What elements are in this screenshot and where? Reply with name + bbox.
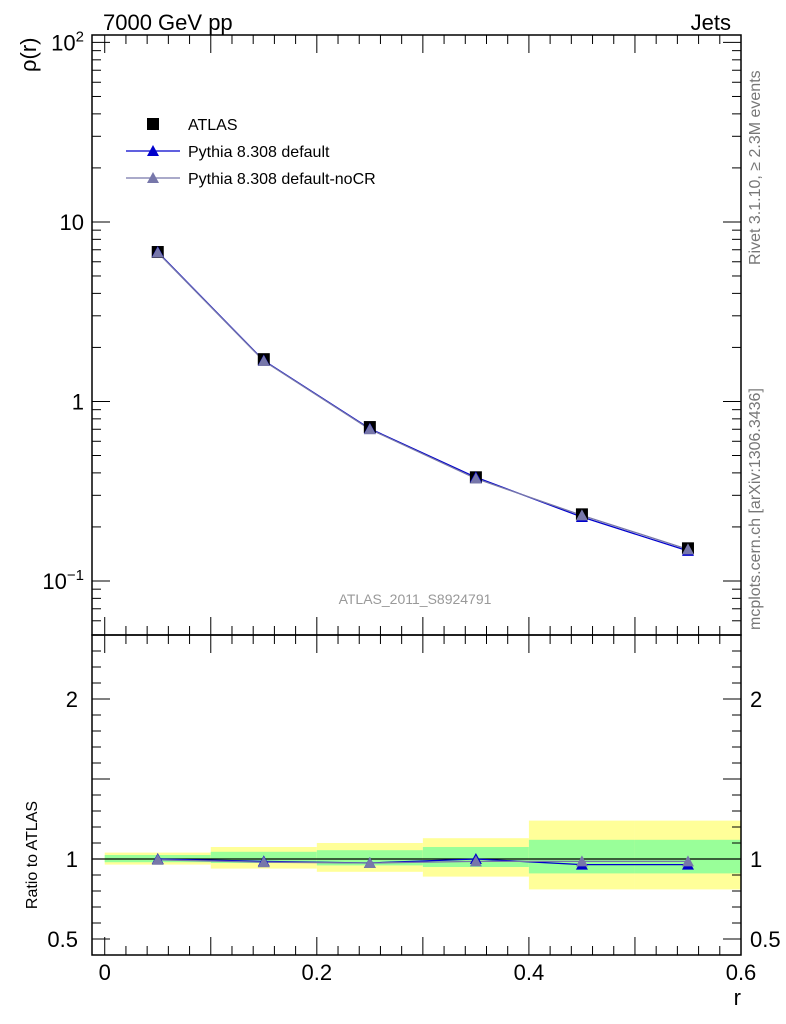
- legend-label: ATLAS: [188, 117, 238, 134]
- x-tick-label: 0.2: [302, 960, 333, 985]
- series-line-ratio: [157, 858, 688, 866]
- data-point-ratio: [575, 855, 588, 867]
- data-point-mc: [681, 543, 694, 555]
- y-tick-label-ratio-right: 2: [750, 687, 762, 712]
- legend-label: Pythia 8.308 default-noCR: [188, 171, 376, 188]
- data-point-mc: [575, 509, 588, 521]
- data-point-ratio: [681, 855, 694, 867]
- y-tick-label-ratio: 1: [66, 847, 78, 872]
- y-tick-label-ratio: 2: [66, 687, 78, 712]
- y-tick-label-ratio: 0.5: [47, 927, 78, 952]
- y-tick-label-main: 1: [72, 389, 84, 414]
- x-tick-label: 0.4: [514, 960, 545, 985]
- x-tick-label: 0: [99, 960, 111, 985]
- legend-label: Pythia 8.308 default: [188, 144, 330, 161]
- legend-marker: [147, 172, 159, 183]
- data-point-ratio: [151, 853, 164, 865]
- ratio-frame: [91, 634, 742, 956]
- data-point-ratio: [257, 856, 270, 868]
- y-axis-title-ratio: Ratio to ATLAS: [24, 801, 41, 909]
- data-point-ratio: [363, 857, 376, 868]
- axis-ticks: 10−1 1 10 102 0 0.2 0.4 0.6 0.5 0.5 1 1 2 2: [42, 28, 780, 985]
- series-line-main: [157, 251, 689, 552]
- x-tick-label: 0.6: [726, 960, 757, 985]
- data-point-mc: [469, 472, 482, 484]
- legend-marker: [147, 145, 159, 156]
- data-marks: [151, 246, 694, 870]
- header-right: Jets: [691, 10, 731, 35]
- y-tick-label-main: 10−1: [42, 567, 84, 594]
- y-axis-title-main: ρ(r): [16, 38, 41, 73]
- data-point-mc: [257, 355, 270, 367]
- rivet-label: Rivet 3.1.10, ≥ 2.3M events: [747, 70, 764, 265]
- series-line-main: [157, 252, 689, 550]
- header-left: 7000 GeV pp: [103, 10, 233, 35]
- y-tick-label-ratio-right: 1: [750, 847, 762, 872]
- legend: ATLAS Pythia 8.308 default Pythia 8.308 de…: [126, 117, 376, 188]
- legend-marker: [147, 118, 159, 130]
- y-tick-label-ratio-right: 0.5: [750, 927, 781, 952]
- analysis-watermark: ATLAS_2011_S8924791: [339, 591, 492, 607]
- x-axis-title: r: [734, 985, 741, 1010]
- y-tick-label-main: 102: [51, 28, 84, 55]
- data-point-mc: [151, 246, 164, 258]
- source-label: mcplots.cern.ch [arXiv:1306.3436]: [747, 388, 764, 630]
- series-line-ratio: [157, 859, 688, 864]
- ratio-uncertainty-bands: [92, 820, 741, 890]
- data-point-mc: [363, 423, 376, 435]
- data-point-ratio: [469, 855, 482, 867]
- y-tick-label-main: 10: [60, 210, 84, 235]
